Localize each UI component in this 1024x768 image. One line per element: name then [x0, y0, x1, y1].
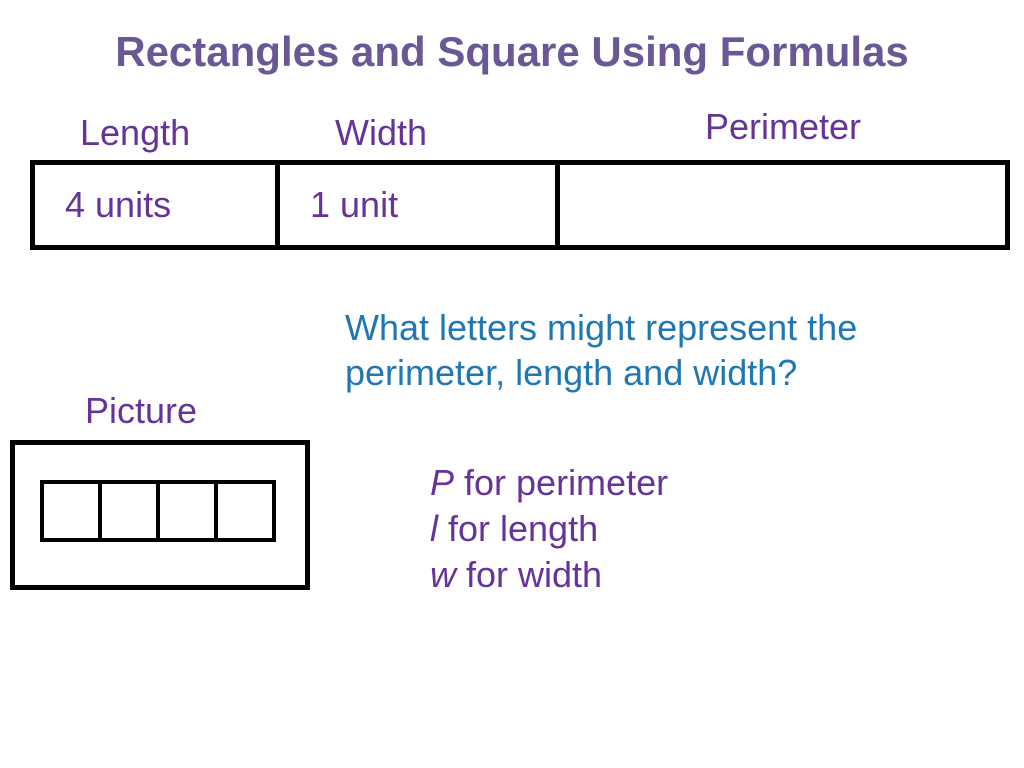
unit-cell: [156, 480, 218, 542]
variable-letter: w: [430, 554, 456, 595]
header-length: Length: [80, 112, 190, 154]
answer-text: for width: [456, 554, 602, 595]
variable-letter: P: [430, 462, 454, 503]
header-perimeter: Perimeter: [705, 106, 861, 148]
variable-letter: l: [430, 508, 438, 549]
answers-block: P for perimeterl for lengthw for width: [430, 460, 668, 598]
table-cell: 1 unit: [280, 165, 560, 245]
unit-cell: [214, 480, 276, 542]
table-cell: 4 units: [35, 165, 280, 245]
question-text: What letters might represent the perimet…: [345, 305, 1005, 395]
answer-line: P for perimeter: [430, 460, 668, 506]
unit-rectangle: [40, 480, 276, 542]
header-width: Width: [335, 112, 427, 154]
answer-line: w for width: [430, 552, 668, 598]
answer-text: for perimeter: [454, 462, 668, 503]
table-cell: [560, 165, 1005, 245]
picture-label: Picture: [85, 390, 197, 432]
answer-line: l for length: [430, 506, 668, 552]
slide-title: Rectangles and Square Using Formulas: [0, 28, 1024, 76]
data-table: 4 units1 unit: [30, 160, 1010, 250]
unit-cell: [98, 480, 160, 542]
answer-text: for length: [438, 508, 598, 549]
unit-cell: [40, 480, 102, 542]
